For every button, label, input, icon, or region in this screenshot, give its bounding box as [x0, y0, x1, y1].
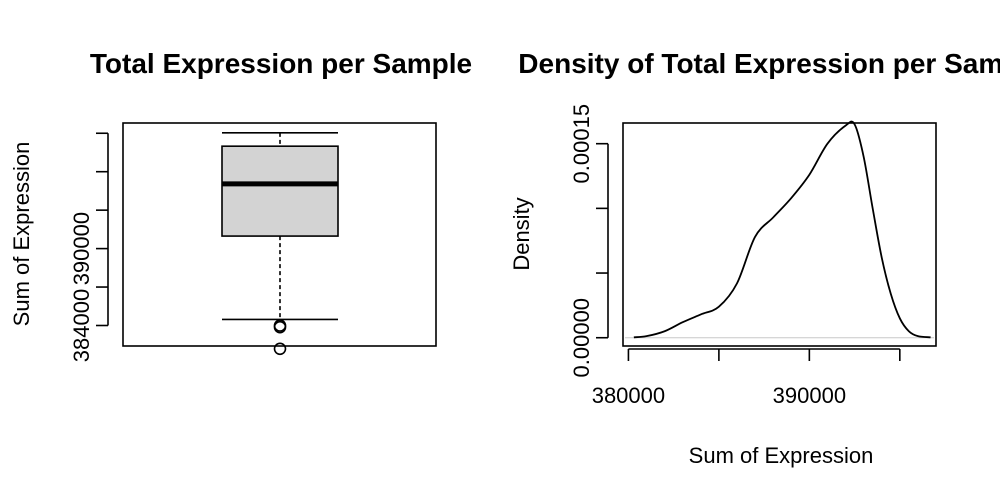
boxplot-y-axis: 384000 390000 [69, 132, 109, 362]
density-y-label: Density [509, 197, 534, 270]
boxplot-y-tick-label: 384000 [69, 289, 94, 362]
density-panel: Density of Total Expression per Sample 0… [509, 48, 1000, 468]
boxplot-marks [221, 132, 339, 356]
density-x-tick-label: 390000 [773, 383, 846, 408]
density-frame [622, 122, 937, 347]
boxplot-frame [122, 122, 437, 347]
density-title: Density of Total Expression per Sample [518, 48, 1000, 79]
boxplot-panel: Total Expression per Sample 384000 390000… [9, 48, 472, 362]
density-y-tick-label: 0.00015 [569, 104, 594, 184]
boxplot-y-label: Sum of Expression [9, 142, 34, 327]
iqr-box [221, 145, 339, 237]
density-x-tick-label: 380000 [592, 383, 665, 408]
density-y-axis: 0.00000 0.00015 [569, 104, 609, 378]
density-marks [625, 120, 934, 339]
density-y-tick-label: 0.00000 [569, 298, 594, 378]
boxplot-y-tick-label: 390000 [69, 212, 94, 285]
density-x-axis: 380000 390000 [592, 348, 901, 408]
outlier-point [273, 342, 287, 356]
density-curve [633, 120, 931, 339]
boxplot-title: Total Expression per Sample [90, 48, 472, 79]
density-x-label: Sum of Expression [689, 443, 874, 468]
outlier-point [273, 319, 287, 332]
